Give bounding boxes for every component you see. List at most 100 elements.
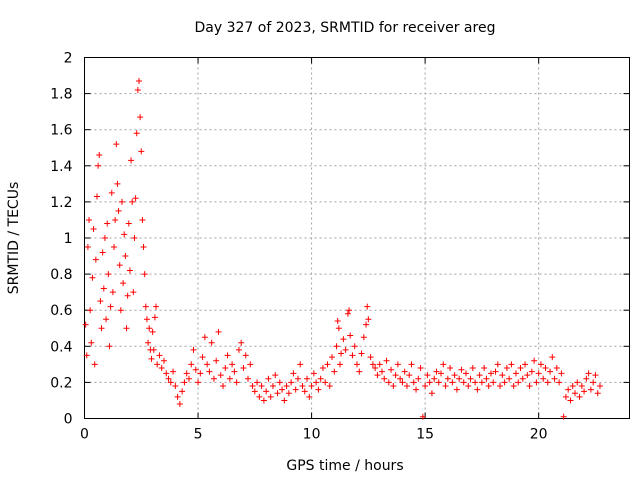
x-tick-label: 5 bbox=[194, 427, 203, 443]
data-point-marker bbox=[260, 397, 267, 404]
x-tick-label: 0 bbox=[80, 427, 89, 443]
data-point-marker bbox=[315, 386, 322, 393]
data-point-marker bbox=[208, 339, 215, 346]
data-point-marker bbox=[581, 388, 588, 395]
data-point-marker bbox=[93, 193, 100, 200]
data-point-marker bbox=[469, 364, 476, 371]
data-point-marker bbox=[338, 350, 345, 357]
data-point-marker bbox=[310, 370, 317, 377]
data-point-marker bbox=[146, 325, 153, 332]
data-point-marker bbox=[233, 379, 240, 386]
data-point-marker bbox=[317, 375, 324, 382]
data-point-marker bbox=[506, 375, 513, 382]
data-point-marker bbox=[116, 262, 123, 269]
y-tick-label: 0.4 bbox=[50, 339, 72, 355]
data-point-marker bbox=[172, 383, 179, 390]
data-point-marker bbox=[463, 370, 469, 377]
y-tick-label: 1.2 bbox=[50, 195, 72, 211]
data-point-marker bbox=[497, 383, 504, 390]
data-point-marker bbox=[517, 364, 524, 371]
data-point-marker bbox=[458, 366, 465, 373]
data-point-marker bbox=[333, 343, 340, 350]
data-point-marker bbox=[217, 372, 224, 379]
data-point-marker bbox=[492, 368, 499, 375]
data-point-marker bbox=[185, 375, 192, 382]
data-point-marker bbox=[406, 372, 413, 379]
data-point-marker bbox=[590, 379, 597, 386]
data-point-marker bbox=[226, 375, 233, 382]
data-point-marker bbox=[99, 249, 106, 256]
data-point-marker bbox=[456, 375, 463, 382]
data-point-marker bbox=[306, 393, 313, 400]
data-point-marker bbox=[131, 235, 138, 241]
data-point-marker bbox=[572, 390, 578, 397]
data-point-marker bbox=[558, 370, 565, 377]
data-point-marker bbox=[120, 280, 127, 287]
data-point-marker bbox=[340, 336, 347, 343]
data-point-marker bbox=[95, 162, 102, 169]
data-point-marker bbox=[556, 379, 563, 386]
x-tick-label: 20 bbox=[530, 427, 548, 443]
data-point-marker bbox=[433, 368, 440, 375]
data-point-marker bbox=[537, 361, 544, 368]
data-point-marker bbox=[156, 352, 163, 359]
data-point-marker bbox=[308, 383, 315, 390]
data-point-marker bbox=[413, 386, 420, 393]
data-point-marker bbox=[426, 379, 433, 386]
data-point-marker bbox=[313, 379, 320, 386]
data-point-marker bbox=[381, 375, 388, 382]
data-point-marker bbox=[447, 364, 454, 371]
data-point-marker bbox=[163, 370, 170, 377]
data-point-marker bbox=[535, 370, 542, 377]
data-point-marker bbox=[104, 220, 111, 227]
data-point-marker bbox=[222, 364, 229, 371]
data-point-marker bbox=[112, 216, 119, 223]
data-point-marker bbox=[356, 368, 363, 375]
data-point-marker bbox=[576, 393, 583, 400]
data-point-marker bbox=[364, 303, 371, 310]
data-point-marker bbox=[553, 364, 560, 371]
data-point-marker bbox=[478, 379, 485, 386]
data-point-marker bbox=[585, 370, 592, 377]
data-point-marker bbox=[346, 307, 353, 314]
data-point-marker bbox=[351, 343, 358, 350]
y-tick-label: 1 bbox=[64, 231, 73, 247]
data-point-marker bbox=[334, 318, 341, 325]
data-point-marker bbox=[134, 86, 141, 93]
data-point-marker bbox=[596, 383, 603, 390]
data-point-marker bbox=[494, 361, 501, 368]
data-point-marker bbox=[544, 379, 551, 386]
data-point-marker bbox=[190, 346, 197, 353]
y-tick-label: 1.6 bbox=[50, 123, 72, 139]
data-point-marker bbox=[385, 379, 392, 386]
y-tick-label: 1.8 bbox=[50, 87, 72, 103]
data-point-marker bbox=[435, 379, 442, 386]
data-point-marker bbox=[512, 370, 519, 377]
tick-layer bbox=[84, 57, 630, 419]
data-point-marker bbox=[417, 364, 424, 371]
data-point-marker bbox=[367, 354, 374, 361]
data-point-marker bbox=[408, 361, 415, 368]
data-point-marker bbox=[92, 256, 99, 263]
data-point-marker bbox=[510, 383, 517, 390]
data-point-marker bbox=[176, 401, 183, 408]
data-point-marker bbox=[547, 368, 554, 375]
data-point-marker bbox=[263, 388, 270, 395]
data-point-marker bbox=[108, 189, 115, 196]
data-point-marker bbox=[453, 386, 460, 393]
data-point-marker bbox=[167, 379, 174, 386]
data-point-marker bbox=[378, 368, 385, 375]
data-point-marker bbox=[274, 390, 281, 397]
data-point-marker bbox=[149, 328, 156, 335]
data-point-marker bbox=[132, 195, 139, 202]
data-point-marker bbox=[158, 364, 165, 371]
data-point-marker bbox=[154, 361, 161, 368]
data-point-marker bbox=[522, 361, 529, 368]
data-point-marker bbox=[160, 357, 167, 364]
data-point-marker bbox=[283, 383, 290, 390]
data-point-marker bbox=[342, 346, 349, 353]
data-point-marker bbox=[136, 77, 142, 84]
data-point-marker bbox=[272, 372, 279, 379]
data-point-marker bbox=[141, 271, 148, 278]
data-point-marker bbox=[267, 393, 274, 400]
